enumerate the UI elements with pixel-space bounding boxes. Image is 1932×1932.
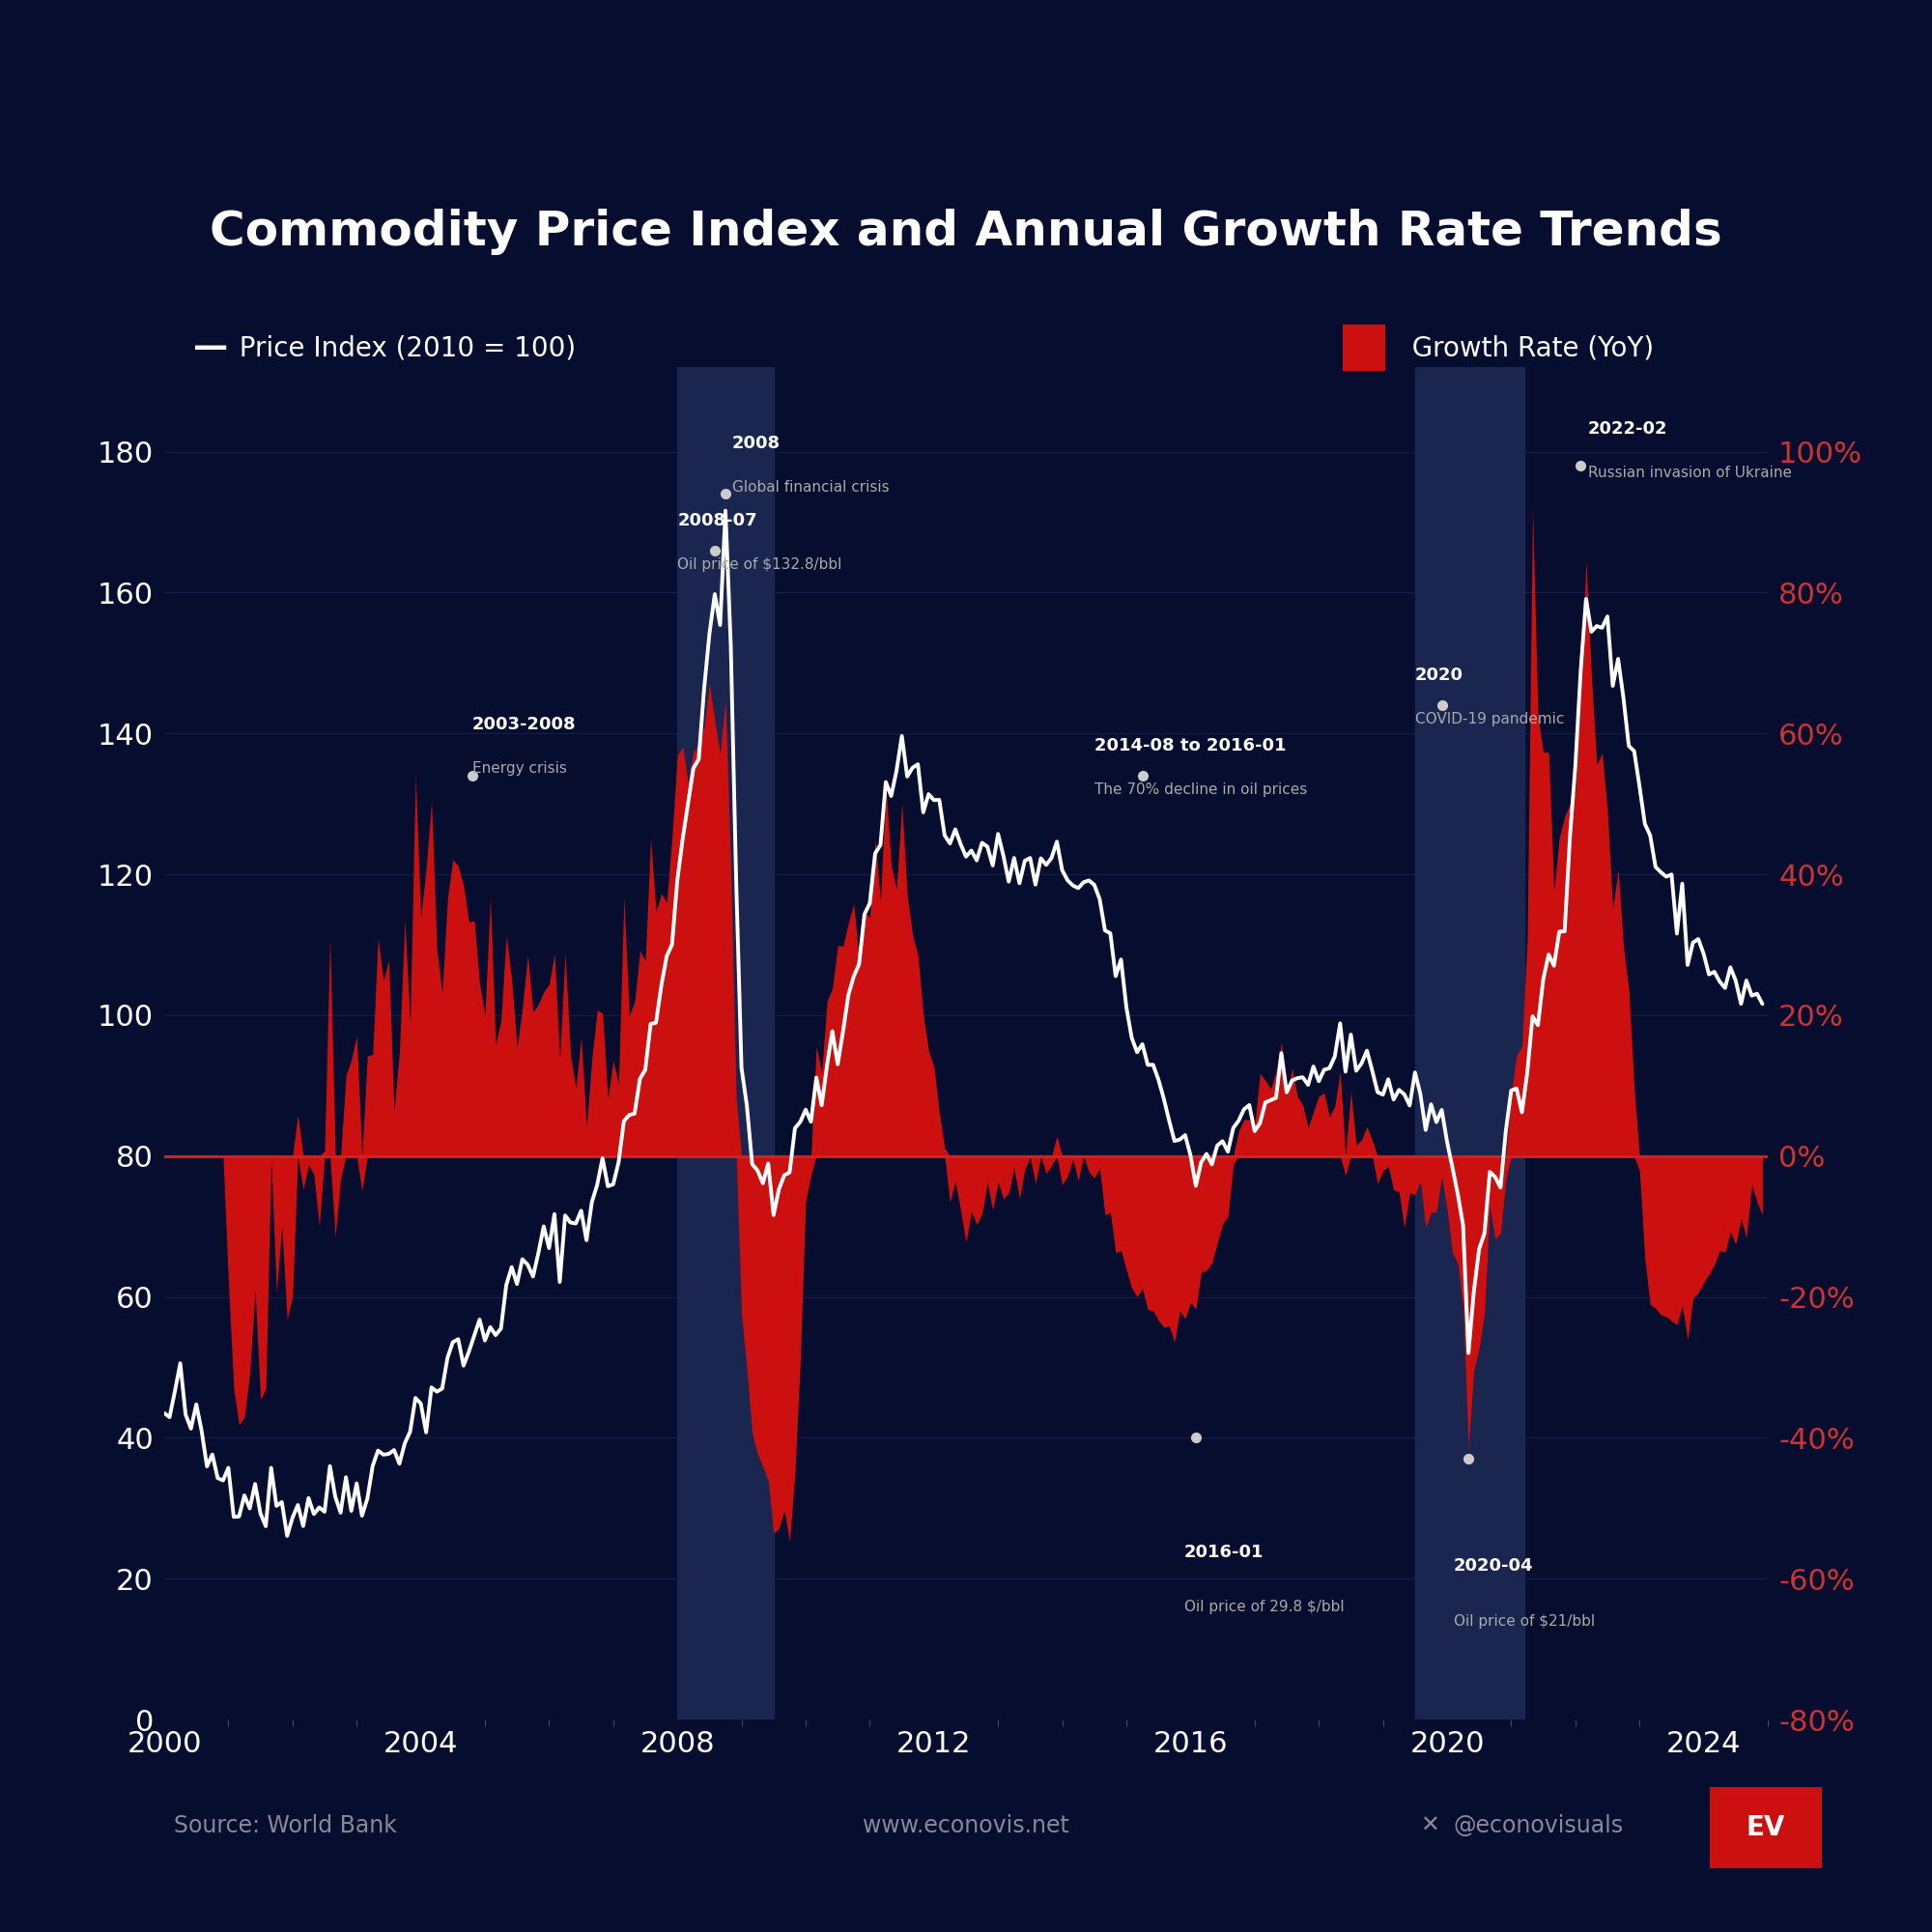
Text: 2008: 2008 [732, 435, 781, 452]
Text: COVID-19 pandemic: COVID-19 pandemic [1414, 713, 1565, 726]
Text: 2003-2008: 2003-2008 [471, 717, 576, 734]
Text: 2020: 2020 [1414, 667, 1463, 684]
Text: @econovisuals: @econovisuals [1453, 1814, 1623, 1837]
Text: Global financial crisis: Global financial crisis [732, 479, 889, 495]
Text: Energy crisis: Energy crisis [471, 761, 566, 777]
Text: Growth Rate (YoY): Growth Rate (YoY) [1395, 334, 1654, 361]
Text: EV: EV [1747, 1814, 1785, 1841]
Text: Oil price of $21/bbl: Oil price of $21/bbl [1453, 1613, 1594, 1629]
Text: www.econovis.net: www.econovis.net [864, 1814, 1068, 1837]
Text: Oil price of $132.8/bbl: Oil price of $132.8/bbl [678, 556, 842, 572]
Text: ✕: ✕ [1420, 1814, 1439, 1837]
Text: Source: World Bank: Source: World Bank [174, 1814, 396, 1837]
Text: 2020-04: 2020-04 [1453, 1557, 1534, 1575]
Text: Oil price of 29.8 $/bbl: Oil price of 29.8 $/bbl [1184, 1600, 1345, 1615]
Text: 2022-02: 2022-02 [1588, 419, 1667, 437]
Text: Russian invasion of Ukraine: Russian invasion of Ukraine [1588, 466, 1793, 481]
Text: —: — [193, 332, 228, 363]
Text: 2014-08 to 2016-01: 2014-08 to 2016-01 [1094, 738, 1287, 755]
Text: The 70% decline in oil prices: The 70% decline in oil prices [1094, 782, 1308, 798]
Bar [678, 367, 773, 1719]
Text: Price Index (2010 = 100): Price Index (2010 = 100) [222, 334, 576, 361]
Bar [1414, 367, 1524, 1719]
Text: 2016-01: 2016-01 [1184, 1544, 1264, 1561]
Text: 2008-07: 2008-07 [678, 512, 757, 529]
Text: Commodity Price Index and Annual Growth Rate Trends: Commodity Price Index and Annual Growth … [211, 209, 1721, 255]
